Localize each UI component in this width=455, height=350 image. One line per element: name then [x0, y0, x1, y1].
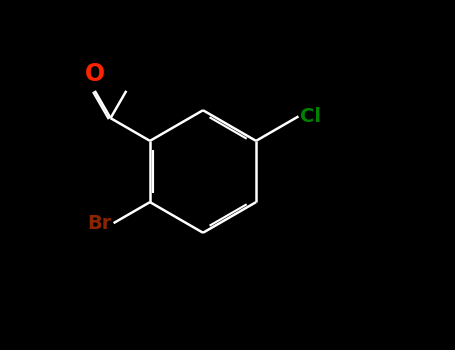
- Text: O: O: [85, 62, 105, 86]
- Text: Br: Br: [87, 214, 112, 233]
- Text: Cl: Cl: [300, 107, 321, 126]
